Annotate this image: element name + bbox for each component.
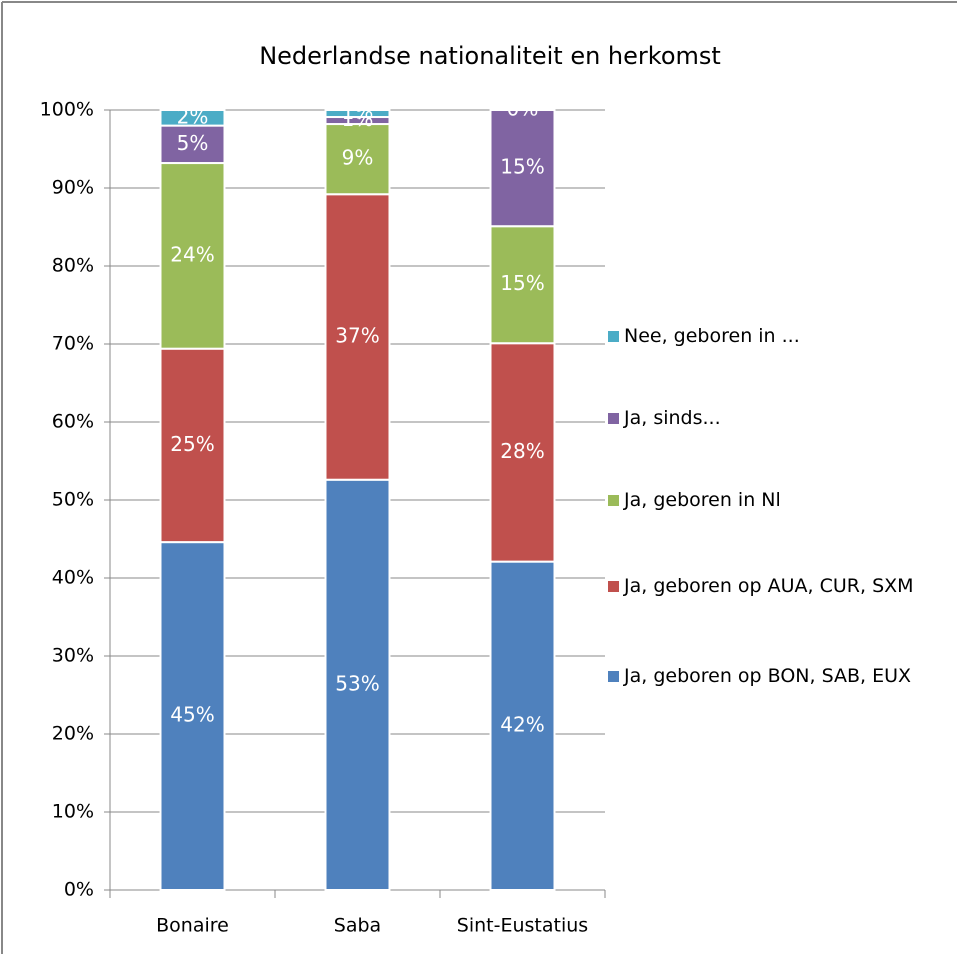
bar-segment [489, 342, 556, 563]
y-tick-label: 50% [52, 489, 94, 511]
bar-segment [489, 109, 556, 228]
x-tick-label: Saba [334, 915, 381, 937]
legend-label: Ja, geboren in Nl [624, 489, 781, 511]
bar-segment [324, 109, 391, 119]
legend-item: Ja, geboren in Nl [608, 484, 953, 516]
data-label: 42% [500, 712, 544, 736]
legend-swatch [608, 331, 619, 342]
data-label: 5% [177, 131, 209, 155]
legend-swatch [608, 581, 619, 592]
legend-label: Nee, geboren in ... [624, 325, 800, 347]
bar-segment [159, 347, 226, 544]
bar-segment [159, 162, 226, 350]
data-label: 1% [342, 100, 374, 124]
legend-swatch [608, 671, 619, 682]
x-tick-label: Sint-Eustatius [457, 915, 588, 937]
legend-item: Ja, geboren op BON, SAB, EUX [608, 660, 953, 692]
bar-segment [159, 109, 226, 127]
legend-item: Nee, geboren in ... [608, 320, 953, 352]
bar-segment [324, 123, 391, 196]
data-label: 28% [500, 439, 544, 463]
y-tick-label: 30% [52, 645, 94, 667]
legend-label: Ja, geboren op AUA, CUR, SXM [624, 575, 914, 597]
y-tick-label: 40% [52, 567, 94, 589]
y-tick-label: 0% [64, 879, 94, 901]
y-tick-label: 20% [52, 723, 94, 745]
data-label: 25% [170, 432, 214, 456]
data-label: 2% [177, 104, 209, 128]
legend-item: Ja, geboren op AUA, CUR, SXM [608, 570, 953, 602]
y-tick-label: 80% [52, 255, 94, 277]
data-label: 45% [170, 703, 214, 727]
y-tick-label: 10% [52, 801, 94, 823]
legend-item: Ja, sinds... [608, 402, 953, 434]
data-label: 9% [342, 146, 374, 170]
legend-swatch [608, 495, 619, 506]
chart-title: Nederlandse nationaliteit en herkomst [259, 42, 721, 70]
legend-swatch [608, 413, 619, 424]
data-label: 37% [335, 323, 379, 347]
y-tick-label: 60% [52, 411, 94, 433]
bar-segment [324, 193, 391, 481]
bar-segment [489, 560, 556, 891]
data-label: 24% [170, 242, 214, 266]
y-tick-label: 100% [40, 99, 94, 121]
bar-segment [159, 541, 226, 891]
data-label: 0% [507, 97, 539, 121]
x-tick-label: Bonaire [156, 915, 229, 937]
legend-label: Ja, sinds... [624, 407, 721, 429]
legend-label: Ja, geboren op BON, SAB, EUX [624, 665, 912, 687]
y-tick-label: 70% [52, 333, 94, 355]
data-label: 15% [500, 155, 544, 179]
y-tick-label: 90% [52, 177, 94, 199]
bar-segment [489, 225, 556, 345]
data-label: 15% [500, 271, 544, 295]
bar-segment [324, 478, 391, 891]
data-label: 53% [335, 671, 379, 695]
